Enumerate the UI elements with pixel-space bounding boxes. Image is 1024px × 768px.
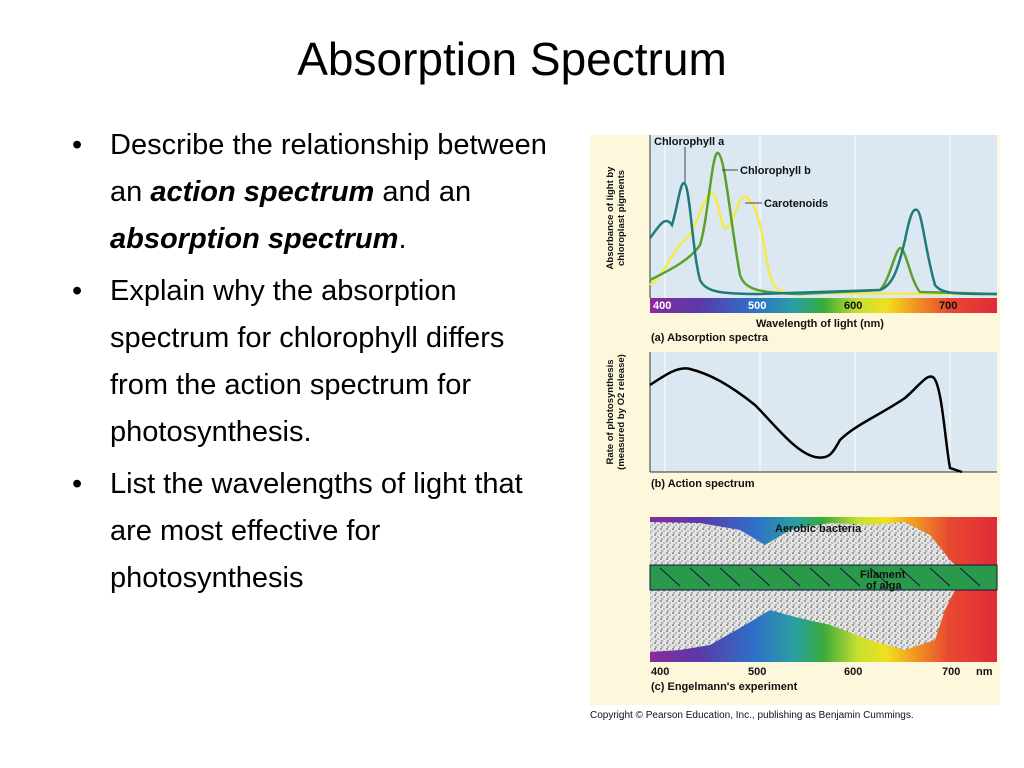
emphasis-text: action spectrum: [150, 176, 375, 208]
tick-label: 600: [844, 666, 862, 678]
figure-part: Absorbance of light by chloroplast pigme…: [605, 166, 627, 270]
tick-label: 400: [651, 666, 669, 678]
alga-filament: [649, 564, 998, 591]
region-label: Filament: [860, 569, 906, 581]
filament-texture: [659, 567, 981, 587]
bullet: Explain why the absorption spectrum for …: [72, 268, 567, 456]
y-axis-label: Rate of photosynthesis: [605, 359, 616, 464]
tick-label: 600: [844, 300, 862, 312]
bacteria-top: [650, 522, 955, 565]
plot-area: [650, 135, 997, 298]
spectrum-bar: [650, 298, 997, 313]
curve-label: Carotenoids: [764, 198, 828, 210]
bacteria-bottom: [650, 590, 955, 652]
bullet-text: and an: [374, 176, 472, 208]
tick-label: 500: [748, 666, 766, 678]
slide-title: Absorption Spectrum: [297, 33, 727, 85]
curve-label: Chlorophyll b: [740, 165, 811, 177]
curve-carotenoids: [649, 191, 998, 296]
panel-caption: (a) Absorption spectra: [651, 332, 769, 344]
unit-label: nm: [976, 666, 993, 678]
bullet: List the wavelengths of light that are m…: [72, 461, 567, 602]
bullet-list: Describe the relationship between an act…: [72, 122, 567, 607]
bullet-text: Explain why the absorption spectrum for …: [110, 275, 505, 448]
tick-label: 500: [748, 300, 766, 312]
bullet-text: .: [398, 223, 407, 255]
bullet: Describe the relationship between an act…: [72, 122, 567, 263]
grid: [664, 352, 951, 472]
curve-chlorophyll-a: [649, 181, 998, 296]
action-curve: [649, 367, 963, 474]
panel-caption: (c) Engelmann's experiment: [651, 681, 798, 693]
x-axis-label: Wavelength of light (nm): [756, 318, 884, 330]
tick-label: 400: [653, 300, 671, 312]
grid: [664, 135, 951, 298]
bullet-text: List the wavelengths of light that are m…: [110, 468, 523, 594]
y-axis-label: (measured by O2 release): [616, 354, 627, 470]
region-label: of alga: [866, 580, 902, 592]
plot-area: [650, 352, 997, 472]
emphasis-text: absorption spectrum: [110, 223, 399, 255]
bullet-text: Describe the relationship between an: [110, 129, 547, 208]
y-axis-label: chloroplast pigments: [616, 170, 627, 266]
panel-caption: (b) Action spectrum: [651, 478, 755, 490]
region-label: Aerobic bacteria: [775, 523, 862, 535]
copyright: Copyright © Pearson Education, Inc., pub…: [590, 710, 914, 721]
curve-label: Chlorophyll a: [654, 136, 725, 148]
curve-chlorophyll-b: [649, 151, 998, 296]
tick-label: 700: [939, 300, 957, 312]
y-axis-label: Absorbance of light by: [605, 166, 616, 270]
tick-label: 700: [942, 666, 960, 678]
figure-part: Rate of photosynthesis (measured by O2 r…: [605, 354, 627, 470]
